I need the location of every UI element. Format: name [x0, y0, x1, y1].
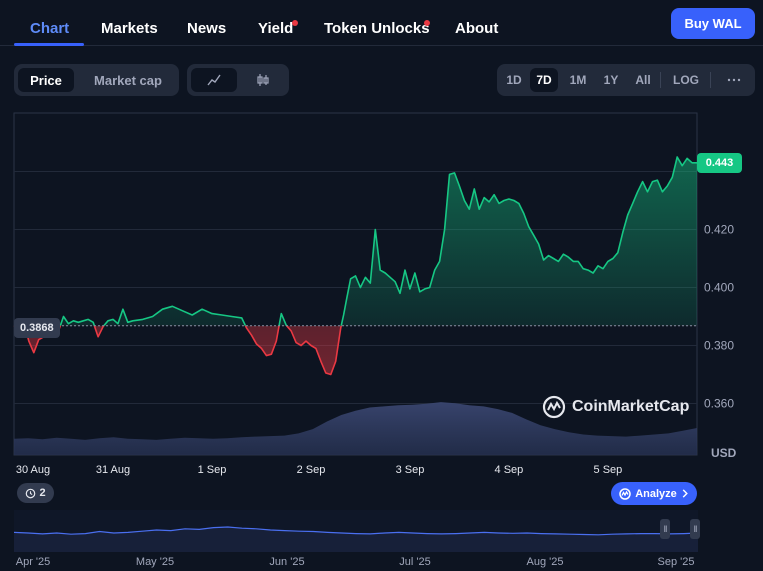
metric-toggle: Price Market cap [14, 64, 179, 96]
tab-news[interactable]: News [187, 20, 227, 37]
range-1m-button[interactable]: 1M [569, 73, 587, 87]
x-tick-label: 30 Aug [15, 464, 51, 476]
range-all-button[interactable]: All [635, 73, 651, 87]
tab-yield[interactable]: Yield [258, 20, 294, 37]
navigator-right-handle[interactable]: II [690, 519, 700, 539]
market-cap-toggle-button[interactable]: Market cap [94, 72, 162, 88]
history-icon [26, 488, 36, 498]
x-tick-label: 1 Sep [197, 464, 227, 476]
price-chart[interactable]: 0.420 0.400 0.380 0.360 [0, 110, 763, 460]
coinmarketcap-watermark: CoinMarketCap [542, 395, 689, 419]
range-divider [660, 72, 661, 88]
y-tick-label: 0.400 [704, 281, 734, 295]
x-tick-label: 2 Sep [296, 464, 326, 476]
yield-notification-dot [292, 20, 298, 26]
currency-label: USD [711, 446, 737, 460]
navigator-month-label: Aug '25 [526, 556, 564, 568]
baseline-price-tag: 0.3868 [14, 318, 60, 338]
price-area [14, 157, 697, 375]
navigator-month-label: Jul '25 [399, 556, 431, 568]
navigator-month-label: Jun '25 [269, 556, 305, 568]
navigator-month-labels: Apr '25 May '25 Jun '25 Jul '25 Aug '25 Sep '… [0, 556, 763, 570]
active-tab-indicator [14, 43, 84, 46]
x-tick-label: 3 Sep [395, 464, 425, 476]
tab-about[interactable]: About [455, 20, 499, 37]
navigator-month-label: Apr '25 [15, 556, 51, 568]
y-axis-labels: 0.420 0.400 0.380 0.360 [704, 223, 734, 411]
current-price-tag: 0.443 [697, 153, 742, 173]
line-chart-button[interactable] [191, 68, 237, 92]
range-navigator[interactable] [14, 510, 698, 552]
candlestick-chart-button[interactable] [241, 68, 285, 92]
price-toggle-button[interactable]: Price [18, 68, 74, 92]
range-1y-button[interactable]: 1Y [603, 73, 619, 87]
navigator-line-path [14, 526, 698, 536]
analyze-label: Analyze [635, 487, 677, 500]
token-unlocks-notification-dot [424, 20, 430, 26]
x-axis-labels: 30 Aug 31 Aug 1 Sep 2 Sep 3 Sep 4 Sep 5 Sep [0, 464, 700, 480]
x-tick-label: 4 Sep [494, 464, 524, 476]
x-tick-label: 31 Aug [95, 464, 131, 476]
coinmarketcap-logo-small [619, 487, 631, 500]
more-horizontal-icon [727, 78, 741, 82]
candlestick-icon [257, 74, 269, 86]
y-tick-label: 0.420 [704, 223, 734, 237]
price-area-down [14, 325, 697, 375]
range-1d-button[interactable]: 1D [506, 73, 522, 87]
line-chart-icon [207, 74, 221, 86]
y-tick-label: 0.360 [704, 397, 734, 411]
price-line [13, 156, 697, 376]
time-range-selector: 1D 7D 1M 1Y All LOG [497, 64, 755, 96]
more-options-button[interactable] [719, 68, 749, 92]
volume-bars [14, 402, 697, 455]
top-nav: Chart Markets News Yield Token Unlocks A… [0, 0, 763, 46]
chevron-right-icon [682, 489, 688, 498]
tab-chart[interactable]: Chart [30, 20, 70, 37]
history-button[interactable]: 2 [17, 483, 54, 503]
chart-type-toggle [187, 64, 289, 96]
price-line-up [13, 156, 697, 326]
log-scale-button[interactable]: LOG [673, 73, 699, 87]
navigator-month-label: Sep '25 [657, 556, 695, 568]
buy-wal-button[interactable]: Buy WAL [671, 8, 755, 39]
volume-area [14, 402, 697, 455]
watermark-text: CoinMarketCap [572, 398, 690, 415]
tab-token-unlocks[interactable]: Token Unlocks [324, 20, 430, 37]
navigator-line [14, 510, 698, 552]
range-7d-button[interactable]: 7D [530, 68, 558, 92]
y-tick-label: 0.380 [704, 339, 734, 353]
tab-markets[interactable]: Markets [101, 20, 158, 37]
price-line-down [13, 325, 343, 376]
navigator-left-handle[interactable]: II [660, 519, 670, 539]
history-count: 2 [39, 487, 46, 499]
price-area-up [15, 157, 697, 326]
x-tick-label: 5 Sep [593, 464, 623, 476]
analyze-button[interactable]: Analyze [611, 482, 697, 505]
range-divider [710, 72, 711, 88]
navigator-month-label: May '25 [135, 556, 175, 568]
coinmarketcap-logo [542, 395, 566, 419]
